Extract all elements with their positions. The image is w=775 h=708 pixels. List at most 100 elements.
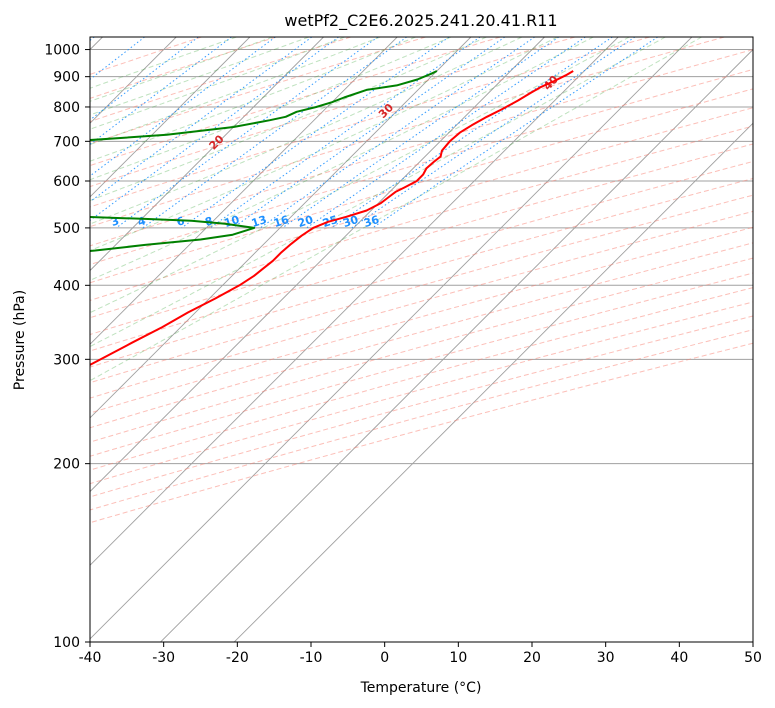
x-tick-label: -30 — [152, 650, 175, 666]
y-tick-label: 100 — [53, 635, 80, 651]
mixing-ratio-label: 6 — [175, 214, 187, 229]
x-axis-label: Temperature (°C) — [360, 680, 482, 696]
x-tick-label: -40 — [79, 650, 102, 666]
y-tick-label: 600 — [53, 174, 80, 190]
dry-adiabat-line — [90, 272, 753, 457]
dry-adiabat-line — [90, 125, 753, 319]
mixing-ratio-line — [282, 37, 560, 229]
dry-adiabat-line — [90, 37, 351, 123]
x-tick-label: -10 — [300, 650, 323, 666]
isotherm-line — [90, 37, 324, 272]
y-tick-label: 200 — [53, 457, 80, 473]
dry-adiabat-line — [90, 107, 753, 301]
moist-adiabat-line — [90, 37, 523, 225]
dry-adiabat-line — [90, 342, 753, 524]
dry-adiabat-line — [90, 301, 753, 485]
dry-adiabat-line — [90, 37, 426, 145]
dry-adiabat-line — [90, 49, 753, 247]
isotherm-line — [90, 37, 251, 198]
y-tick-label: 1000 — [44, 43, 80, 59]
mixing-ratio-line — [209, 37, 481, 229]
dry-adiabat-line — [90, 68, 753, 266]
y-axis-ticks: 100 200 300 400 500 600 700 800 900 1000 — [44, 43, 90, 651]
dry-adiabat-line — [90, 226, 753, 414]
dry-adiabat-line — [90, 160, 753, 352]
dry-adiabat-line — [90, 257, 753, 443]
isobar-gridlines — [90, 49, 753, 642]
mixing-ratio-line — [90, 37, 339, 222]
mixing-ratio-label: 4 — [136, 214, 148, 229]
mixing-ratio-line — [351, 37, 636, 229]
dewpoint-profile — [90, 70, 438, 252]
y-tick-label: 800 — [53, 100, 80, 116]
sounding-profiles — [90, 70, 574, 367]
mixing-ratio-line — [181, 37, 450, 229]
dry-adiabat-line — [90, 37, 501, 167]
moist-adiabat-line — [90, 37, 237, 89]
mixing-ratio-label: 20 — [296, 213, 315, 230]
moist-adiabat-line — [90, 37, 487, 202]
moist-adiabat-line — [90, 37, 630, 314]
mixing-ratio-label: 3 — [109, 214, 120, 229]
moist-adiabat-line — [90, 37, 416, 162]
x-tick-label: 30 — [597, 650, 615, 666]
y-tick-label: 400 — [53, 278, 80, 294]
y-tick-label: 300 — [53, 352, 80, 368]
x-tick-label: 50 — [744, 650, 762, 666]
isotherm-line — [233, 122, 753, 642]
y-tick-label: 500 — [53, 221, 80, 237]
mixing-ratio-label: 13 — [250, 213, 269, 230]
x-tick-label: 20 — [523, 650, 541, 666]
moist-adiabat-line — [90, 37, 558, 252]
x-tick-label: -20 — [226, 650, 249, 666]
moist-adiabat-line — [90, 37, 666, 348]
mixing-ratio-label: 1 — [15, 214, 26, 229]
mixing-ratio-line — [372, 37, 658, 229]
y-axis-label: Pressure (hPa) — [12, 290, 28, 390]
isotherm-line — [90, 37, 398, 345]
x-tick-label: 10 — [449, 650, 467, 666]
dry-adiabat-line — [90, 37, 725, 228]
mixing-ratio-lines — [90, 37, 658, 229]
dry-adiabat-line — [90, 88, 753, 284]
dry-adiabat-line — [90, 315, 753, 498]
isotherm-line — [90, 37, 472, 419]
dry-adiabat-line — [90, 143, 753, 336]
isotherm-gridlines — [90, 37, 753, 642]
dry-adiabat-line — [90, 329, 753, 511]
mixing-ratio-line — [90, 37, 95, 42]
isotherm-line — [90, 37, 619, 566]
y-tick-label: 700 — [53, 134, 80, 150]
mixing-ratio-label: 36 — [362, 213, 381, 230]
x-tick-label: 40 — [670, 650, 688, 666]
dry-adiabat-line — [90, 287, 753, 471]
mixing-ratio-label: 16 — [272, 213, 291, 230]
plot-area: -100-90-80-70-60-50-40-30-20-10010203040… — [15, 37, 753, 642]
mixing-ratio-line — [232, 37, 506, 229]
dry-adiabat-line — [90, 194, 753, 384]
dry-adiabat-label: 30 — [376, 101, 396, 121]
plot-frame — [89, 36, 754, 643]
chart-title: wetPf2_C2E6.2025.241.20.41.R11 — [284, 11, 557, 31]
dry-adiabat-line — [90, 242, 753, 429]
mixing-ratio-line — [331, 37, 613, 229]
mixing-ratio-line — [115, 37, 379, 229]
moist-adiabat-line — [90, 37, 345, 130]
moist-adiabats — [90, 37, 702, 382]
isotherm-line — [90, 37, 693, 640]
y-tick-label: 900 — [53, 70, 80, 86]
dry-adiabat-line — [90, 210, 753, 399]
isotherm-line — [160, 48, 753, 642]
moist-adiabat-line — [90, 37, 309, 116]
dry-adiabat-line — [90, 37, 576, 188]
moist-adiabat-line — [90, 37, 702, 382]
x-axis-ticks: -40 -30 -20 -10 0 10 20 30 40 50 — [79, 642, 762, 666]
dry-adiabat-line — [90, 37, 650, 208]
dry-adiabat-line — [90, 177, 753, 368]
temperature-profile — [90, 70, 574, 367]
mixing-ratio-line — [142, 37, 407, 229]
mixing-ratio-line — [306, 37, 586, 229]
moist-adiabat-line — [90, 37, 594, 281]
